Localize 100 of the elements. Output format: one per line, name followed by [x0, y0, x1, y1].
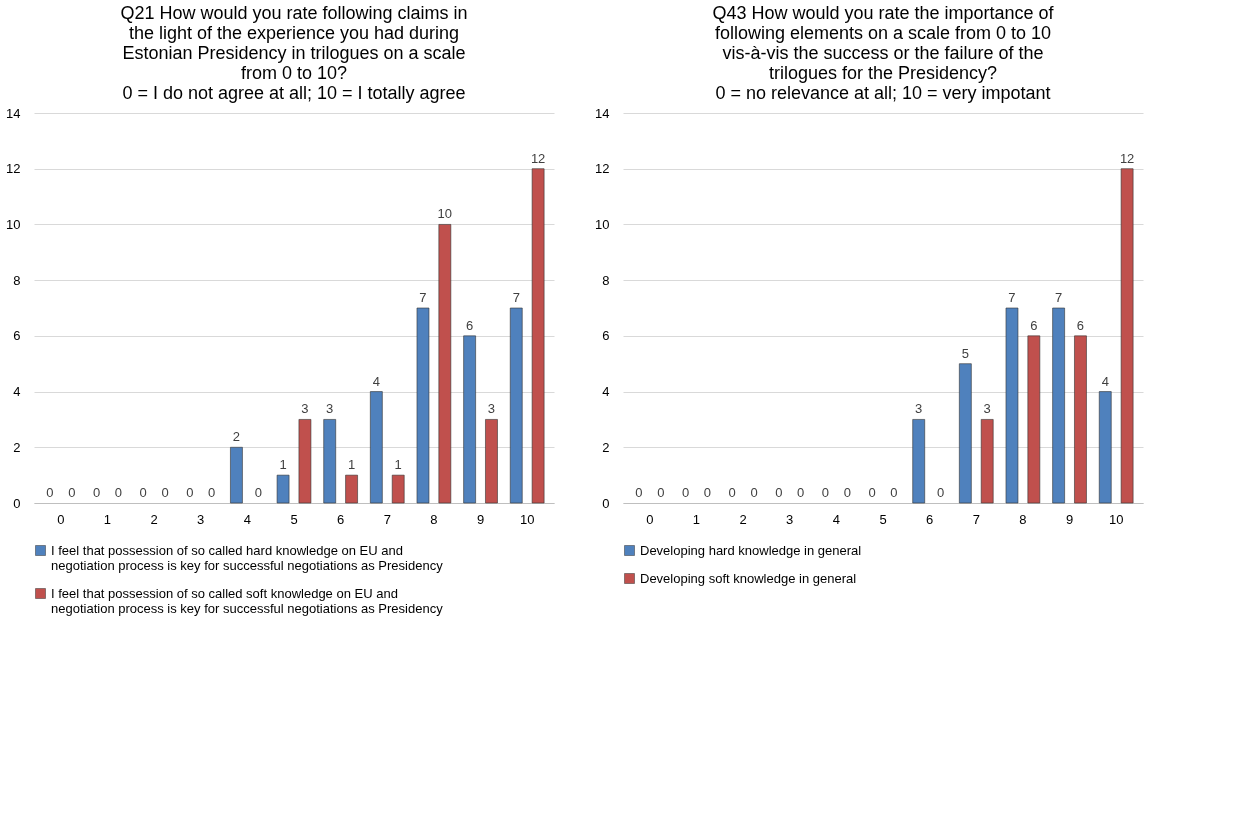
y-tick-label: 4 — [13, 384, 21, 400]
data-label: 7 — [512, 290, 520, 305]
data-label: 0 — [186, 485, 194, 500]
x-tick-label: 4 — [243, 511, 251, 527]
bar — [463, 335, 476, 504]
legend-label: I feel that possession of so called soft knowledge on EU and negotiation process is key for successful negotiations as Presidency — [51, 585, 444, 616]
data-label: 0 — [635, 485, 643, 500]
x-tick-label: 1 — [103, 511, 112, 527]
x-tick-label: 3 — [786, 511, 794, 527]
x-tick-label: 6 — [926, 511, 934, 527]
data-label: 0 — [681, 485, 690, 500]
x-tick-label: 4 — [832, 511, 840, 527]
bar — [1027, 335, 1041, 504]
data-label: 6 — [466, 317, 474, 333]
data-label: 0 — [46, 485, 54, 500]
x-tick-label: 0 — [646, 511, 654, 527]
bar — [912, 419, 926, 504]
y-tick-label: 12 — [595, 161, 610, 177]
x-tick-label: 2 — [739, 511, 747, 527]
data-label: 0 — [890, 485, 898, 500]
bar — [230, 446, 243, 504]
data-label: 1 — [347, 457, 356, 473]
y-tick-label: 2 — [602, 439, 610, 455]
x-tick-label: 10 — [519, 511, 535, 527]
y-tick-label: 14 — [595, 105, 610, 121]
data-label: 3 — [301, 401, 309, 417]
bar — [980, 419, 994, 504]
chart-title: Q21 How would you rate following claims in the light of the experience you had during Estonian Presidency in trilogues on a scale from 0 to 10? 0 = I do not agree at all; 10 = I totally agree — [120, 3, 468, 103]
y-tick-label: 4 — [602, 384, 610, 400]
data-label: 7 — [419, 290, 427, 305]
bar — [1074, 335, 1087, 504]
data-label: 0 — [821, 485, 830, 500]
x-tick-label: 6 — [337, 511, 345, 527]
y-tick-label: 12 — [6, 161, 21, 177]
data-label: 0 — [657, 485, 665, 500]
data-label: 1 — [279, 457, 287, 473]
bar — [416, 307, 430, 504]
x-tick-label: 9 — [1065, 511, 1074, 527]
y-tick-label: 8 — [602, 272, 610, 288]
x-tick-label: 1 — [692, 511, 701, 527]
data-label: 6 — [1076, 317, 1085, 333]
legend-label: I feel that possession of so called hard knowledge on EU and negotiation process is key for successful negotiations as Presidency — [51, 542, 444, 573]
data-label: 4 — [372, 373, 380, 389]
y-tick-label: 8 — [13, 272, 21, 288]
y-tick-label: 14 — [6, 105, 21, 121]
data-label: 3 — [326, 401, 334, 417]
data-label: 4 — [1101, 373, 1109, 389]
y-tick-label: 2 — [13, 439, 21, 455]
data-label: 0 — [161, 485, 169, 500]
x-tick-label: 8 — [430, 511, 438, 527]
data-label: 0 — [843, 485, 851, 500]
bar — [531, 168, 545, 504]
data-label: 0 — [868, 485, 876, 500]
data-label: 0 — [68, 485, 76, 500]
data-label: 0 — [139, 485, 147, 500]
bar — [370, 391, 383, 504]
data-label: 0 — [728, 485, 736, 500]
y-tick-label: 6 — [602, 328, 610, 344]
data-label: 0 — [208, 485, 216, 500]
data-label: 1 — [394, 457, 402, 473]
data-label: 0 — [797, 485, 805, 500]
legend-label: Developing hard knowledge in general — [640, 542, 862, 558]
bar — [276, 474, 290, 504]
data-label: 0 — [92, 485, 101, 500]
y-tick-label: 10 — [6, 216, 21, 232]
bar — [1098, 391, 1112, 504]
x-tick-label: 0 — [57, 511, 65, 527]
bar — [1052, 307, 1065, 504]
data-label: 6 — [1030, 317, 1038, 333]
x-tick-label: 5 — [290, 511, 298, 527]
x-tick-label: 7 — [972, 511, 980, 527]
data-label: 2 — [232, 429, 241, 445]
data-label: 0 — [114, 485, 122, 500]
data-label: 0 — [254, 485, 262, 500]
data-label: 0 — [750, 485, 758, 500]
x-tick-label: 5 — [879, 511, 887, 527]
bar — [438, 224, 452, 504]
bar — [345, 474, 358, 504]
bar — [509, 307, 523, 504]
y-tick-label: 10 — [595, 216, 610, 232]
data-label: 3 — [487, 401, 496, 417]
data-label: 7 — [1055, 290, 1063, 305]
bar — [959, 363, 972, 504]
data-label: 0 — [936, 485, 945, 500]
y-tick-label: 6 — [13, 328, 21, 344]
data-label: 12 — [530, 150, 546, 166]
legend-label: Developing soft knowledge in general — [640, 570, 857, 586]
bar — [323, 419, 337, 504]
bar — [391, 474, 405, 504]
bar — [298, 419, 312, 504]
data-label: 0 — [703, 485, 711, 500]
y-tick-label: 0 — [13, 495, 21, 511]
data-label: 3 — [983, 401, 991, 417]
data-label: 3 — [915, 401, 923, 417]
x-tick-label: 8 — [1019, 511, 1027, 527]
x-tick-label: 10 — [1108, 511, 1124, 527]
data-label: 0 — [775, 485, 783, 500]
x-tick-label: 2 — [150, 511, 158, 527]
x-tick-label: 7 — [383, 511, 391, 527]
data-label: 12 — [1119, 150, 1135, 166]
